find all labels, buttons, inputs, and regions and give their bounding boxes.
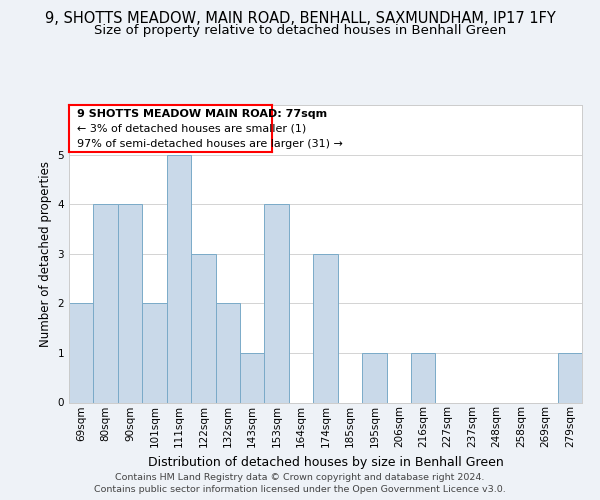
Text: Size of property relative to detached houses in Benhall Green: Size of property relative to detached ho… bbox=[94, 24, 506, 37]
Bar bbox=[557, 353, 582, 403]
Bar bbox=[142, 304, 167, 402]
Bar bbox=[94, 204, 118, 402]
Bar bbox=[265, 204, 289, 402]
Bar bbox=[240, 353, 265, 403]
Bar bbox=[215, 304, 240, 402]
Bar bbox=[362, 353, 386, 403]
X-axis label: Distribution of detached houses by size in Benhall Green: Distribution of detached houses by size … bbox=[148, 456, 503, 468]
Text: ← 3% of detached houses are smaller (1): ← 3% of detached houses are smaller (1) bbox=[77, 124, 307, 134]
Bar bbox=[118, 204, 142, 402]
Text: 9 SHOTTS MEADOW MAIN ROAD: 77sqm: 9 SHOTTS MEADOW MAIN ROAD: 77sqm bbox=[77, 109, 327, 119]
Y-axis label: Number of detached properties: Number of detached properties bbox=[39, 161, 52, 347]
Text: Contains HM Land Registry data © Crown copyright and database right 2024.
Contai: Contains HM Land Registry data © Crown c… bbox=[94, 472, 506, 494]
Bar bbox=[411, 353, 436, 403]
Text: 97% of semi-detached houses are larger (31) →: 97% of semi-detached houses are larger (… bbox=[77, 139, 343, 149]
Text: 9, SHOTTS MEADOW, MAIN ROAD, BENHALL, SAXMUNDHAM, IP17 1FY: 9, SHOTTS MEADOW, MAIN ROAD, BENHALL, SA… bbox=[44, 11, 556, 26]
Bar bbox=[191, 254, 215, 402]
Bar bbox=[69, 304, 94, 402]
Bar bbox=[313, 254, 338, 402]
Bar bbox=[167, 154, 191, 402]
